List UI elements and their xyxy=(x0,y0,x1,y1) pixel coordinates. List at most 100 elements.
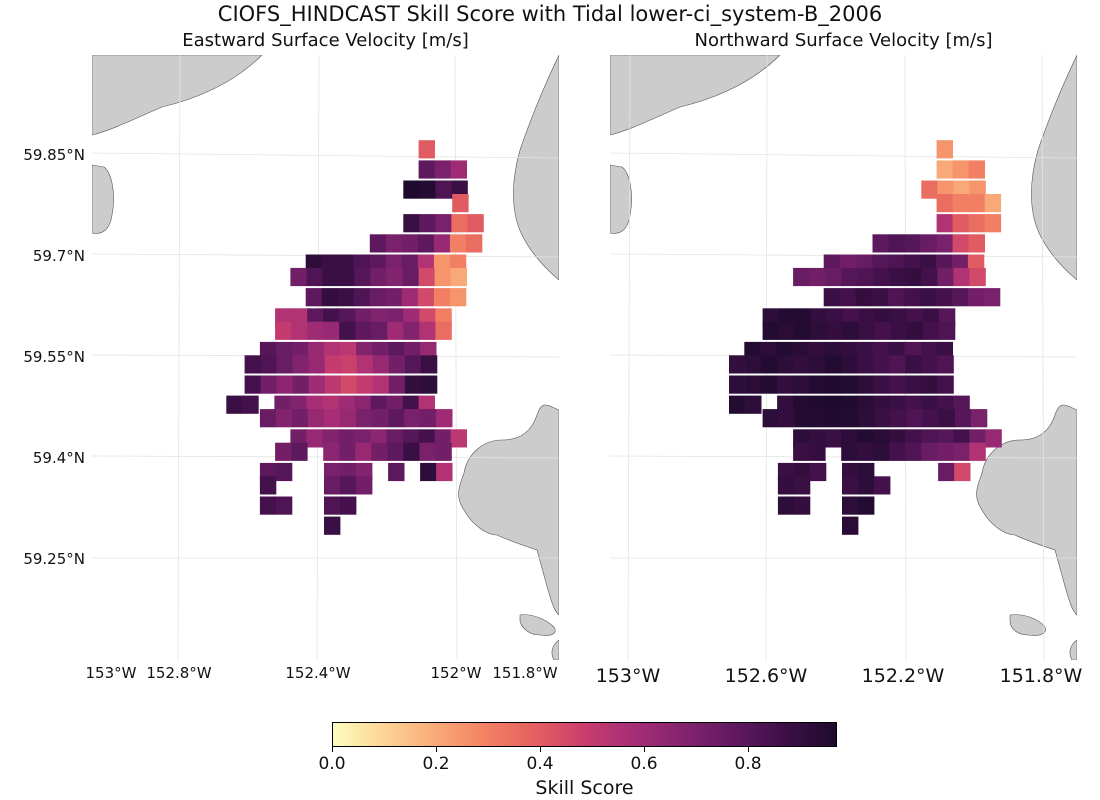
skill-score-cell xyxy=(340,375,358,394)
skill-score-cell xyxy=(745,395,762,414)
skill-score-cell xyxy=(938,462,955,482)
skill-score-cell xyxy=(936,214,953,233)
land-east-bottom xyxy=(458,404,559,616)
skill-score-cell xyxy=(436,462,453,482)
skill-score-cell xyxy=(388,375,406,394)
colorbar-tick-label: 0.4 xyxy=(526,754,554,774)
skill-score-cell xyxy=(937,375,954,394)
skill-score-cell xyxy=(793,442,810,461)
map-northward-velocity[interactable] xyxy=(610,55,1077,660)
skill-score-cell xyxy=(922,321,940,340)
colorbar-tick-mark xyxy=(540,747,541,752)
lon-tick-label: 153°W xyxy=(595,665,661,687)
skill-score-cell xyxy=(825,375,842,394)
skill-score-cell xyxy=(969,267,986,287)
skill-score-cell xyxy=(842,321,860,340)
skill-score-cell xyxy=(857,267,874,287)
skill-score-cell xyxy=(339,442,356,461)
colorbar-tick-label: 0.0 xyxy=(318,754,346,774)
skill-score-cell xyxy=(889,355,906,374)
skill-score-cell xyxy=(450,267,467,287)
skill-score-cell xyxy=(777,476,795,495)
skill-score-cell xyxy=(777,496,795,515)
skill-score-cell xyxy=(307,321,324,340)
skill-score-cell xyxy=(404,355,422,374)
skill-score-cell xyxy=(403,180,420,199)
land-east xyxy=(513,55,559,281)
skill-score-cell xyxy=(433,234,451,253)
skill-score-cell xyxy=(839,288,857,307)
skill-score-cell xyxy=(339,321,356,340)
skill-score-cell xyxy=(810,409,828,428)
skill-score-cell xyxy=(842,516,859,535)
skill-score-cell xyxy=(778,321,795,340)
skill-score-cell xyxy=(921,442,938,461)
land-small-island xyxy=(1009,614,1046,636)
figure-title: CIOFS_HINDCAST Skill Score with Tidal lo… xyxy=(217,2,883,26)
skill-score-cell xyxy=(809,355,826,374)
skill-score-cell xyxy=(920,234,937,253)
skill-score-cell xyxy=(873,442,890,461)
skill-score-cell xyxy=(858,496,875,515)
skill-score-cell xyxy=(983,288,1001,307)
skill-score-cell xyxy=(937,442,954,461)
colorbar-tick-mark xyxy=(436,747,437,752)
skill-score-cell xyxy=(418,267,435,287)
skill-score-cell xyxy=(953,267,970,287)
skill-score-cell xyxy=(874,409,892,428)
map-eastward-velocity[interactable] xyxy=(92,55,559,660)
skill-score-cell xyxy=(323,442,340,461)
skill-score-cell xyxy=(793,375,810,394)
skill-score-cell xyxy=(372,355,390,374)
skill-score-cell xyxy=(275,409,293,428)
skill-score-cell xyxy=(403,442,420,461)
skill-score-cell xyxy=(435,180,452,199)
skill-score-cell xyxy=(244,375,261,394)
skill-score-cell xyxy=(403,321,420,340)
skill-score-cell xyxy=(953,442,970,461)
lon-tick-label: 152.8°W xyxy=(146,664,212,682)
skill-score-cell xyxy=(729,355,746,374)
skill-score-cell xyxy=(970,409,988,428)
skill-score-cell xyxy=(404,409,421,428)
skill-score-cell xyxy=(292,375,310,394)
skill-score-cell xyxy=(761,375,778,394)
graticule xyxy=(610,55,1077,660)
lat-tick-label: 59.85°N xyxy=(23,146,85,164)
skill-score-cell xyxy=(874,476,891,495)
skill-score-cell xyxy=(434,267,451,287)
skill-score-cell xyxy=(841,442,858,461)
skill-score-cell xyxy=(794,409,812,428)
skill-score-cell xyxy=(276,355,294,374)
skill-score-cell xyxy=(338,267,355,287)
skill-score-cell xyxy=(858,476,875,495)
skill-score-cell xyxy=(449,288,467,307)
skill-score-cell xyxy=(905,355,922,374)
colorbar-tick-mark xyxy=(748,747,749,752)
lat-tick-label: 59.55°N xyxy=(23,348,85,366)
lat-tick-label: 59.4°N xyxy=(32,449,85,467)
skill-score-cell xyxy=(793,476,811,495)
skill-score-cell xyxy=(275,462,293,482)
land-west-peninsula xyxy=(92,164,114,234)
lon-tick-label: 153°W xyxy=(85,664,137,682)
skill-score-cell xyxy=(337,288,355,307)
skill-score-cell xyxy=(903,288,921,307)
skill-score-cell xyxy=(307,409,325,428)
skill-score-cell xyxy=(275,442,292,461)
skill-score-cell xyxy=(969,442,986,461)
skill-score-cells xyxy=(729,140,1002,535)
skill-score-cell xyxy=(386,267,403,287)
colorbar xyxy=(332,722,837,747)
lon-tick-label: 152.6°W xyxy=(724,665,808,687)
skill-score-cell xyxy=(761,355,778,374)
skill-score-cell xyxy=(936,140,953,159)
skill-score-cell xyxy=(324,476,341,495)
land-bottom-right xyxy=(1069,639,1077,660)
skill-score-cell xyxy=(857,442,874,461)
skill-score-cell xyxy=(401,288,419,307)
skill-score-cell xyxy=(809,267,826,287)
skill-score-cell xyxy=(275,321,292,340)
skill-score-cell xyxy=(419,214,436,233)
skill-score-cell xyxy=(952,234,969,253)
